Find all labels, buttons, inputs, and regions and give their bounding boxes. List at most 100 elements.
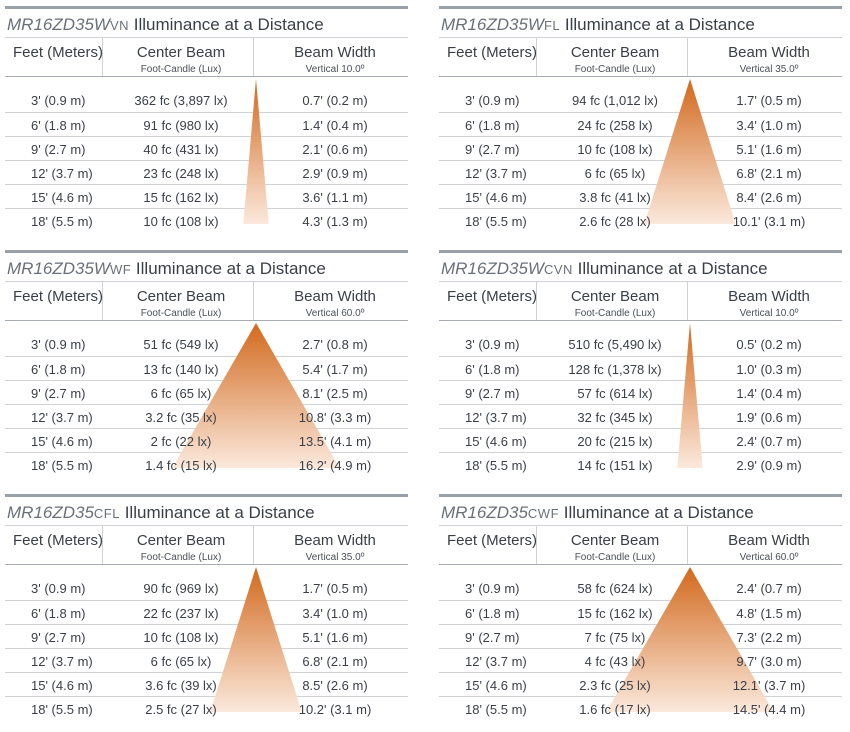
distance-cell: 9' (2.7 m) (31, 142, 86, 157)
units-label: Foot-Candle (Lux) (574, 552, 656, 563)
table-title: MR16ZD35WVN Illuminance at a Distance (7, 15, 324, 35)
photometric-table: MR16ZD35CWF Illuminance at a Distance Fee… (439, 494, 842, 732)
beam-width-cell: 10.8' (3.3 m) (298, 410, 372, 425)
beam-width-cell: 2.7' (0.8 m) (302, 337, 368, 352)
row-divider (439, 320, 842, 321)
row-divider (439, 356, 842, 357)
table-top-rule (439, 250, 842, 253)
beam-width-cell: 14.5' (4.4 m) (732, 702, 806, 717)
header-feet-meters: Feet (Meters) (447, 532, 538, 549)
model-number: MR16ZD35WVN (7, 15, 130, 34)
distance-cell: 3' (0.9 m) (31, 337, 86, 352)
beam-spread-diagram (243, 79, 269, 224)
table-top-rule (439, 494, 842, 497)
beam-width-cell: 1.0' (0.3 m) (736, 362, 802, 377)
vertical-angle-label: Vertical 10.0º (739, 308, 799, 319)
center-beam-cell: 362 fc (3,897 lx) (134, 93, 228, 108)
center-beam-cell: 6 fc (65 lx) (150, 654, 212, 669)
distance-cell: 6' (1.8 m) (465, 118, 520, 133)
beam-width-cell: 3.6' (1.1 m) (302, 190, 368, 205)
beam-width-cell: 6.8' (2.1 m) (302, 654, 368, 669)
row-divider (439, 208, 842, 209)
center-beam-cell: 15 fc (162 lx) (143, 190, 219, 205)
title-text: Illuminance at a Distance (559, 503, 754, 522)
row-divider (5, 380, 408, 381)
center-beam-cell: 4 fc (43 lx) (584, 654, 646, 669)
beam-width-cell: 0.7' (0.2 m) (302, 93, 368, 108)
beam-cone (677, 323, 703, 468)
table-title: MR16ZD35WWF Illuminance at a Distance (7, 259, 326, 279)
beam-width-cell: 2.9' (0.9 m) (302, 166, 368, 181)
column-divider (102, 37, 103, 76)
center-beam-cell: 1.6 fc (17 lx) (579, 702, 651, 717)
beam-width-cell: 2.1' (0.6 m) (302, 142, 368, 157)
row-divider (439, 281, 842, 282)
beam-width-cell: 1.4' (0.4 m) (736, 386, 802, 401)
center-beam-cell: 1.4 fc (15 lx) (145, 458, 217, 473)
units-label: Foot-Candle (Lux) (140, 308, 222, 319)
table-title: MR16ZD35WFL Illuminance at a Distance (441, 15, 755, 35)
beam-cone (606, 567, 774, 712)
row-divider (439, 624, 842, 625)
model-suffix: VN (109, 18, 130, 33)
distance-cell: 18' (5.5 m) (31, 702, 93, 717)
distance-cell: 15' (4.6 m) (465, 190, 527, 205)
row-divider (5, 525, 408, 526)
model-suffix: FL (543, 18, 561, 33)
beam-width-cell: 4.8' (1.5 m) (736, 606, 802, 621)
center-beam-cell: 23 fc (248 lx) (143, 166, 219, 181)
center-beam-cell: 10 fc (108 lx) (143, 214, 219, 229)
vertical-angle-label: Vertical 35.0º (739, 64, 799, 75)
title-text: Illuminance at a Distance (560, 15, 755, 34)
center-beam-cell: 6 fc (65 lx) (150, 386, 212, 401)
beam-width-cell: 7.3' (2.2 m) (736, 630, 802, 645)
vertical-angle-label: Vertical 35.0º (305, 552, 365, 563)
distance-cell: 18' (5.5 m) (465, 214, 527, 229)
beam-width-cell: 6.8' (2.1 m) (736, 166, 802, 181)
center-beam-cell: 2.5 fc (27 lx) (145, 702, 217, 717)
center-beam-cell: 91 fc (980 lx) (143, 118, 219, 133)
beam-spread-diagram (677, 323, 703, 468)
model-suffix: CFL (93, 506, 120, 521)
beam-spread-diagram (210, 567, 302, 712)
beam-width-cell: 8.1' (2.5 m) (302, 386, 368, 401)
center-beam-cell: 2 fc (22 lx) (150, 434, 212, 449)
distance-cell: 12' (3.7 m) (31, 166, 93, 181)
column-divider (687, 37, 688, 76)
row-divider (5, 600, 408, 601)
distance-cell: 15' (4.6 m) (31, 678, 93, 693)
beam-width-cell: 3.4' (1.0 m) (736, 118, 802, 133)
beam-width-cell: 1.7' (0.5 m) (736, 93, 802, 108)
model-suffix: CVN (543, 262, 573, 277)
center-beam-cell: 40 fc (431 lx) (143, 142, 219, 157)
center-beam-cell: 13 fc (140 lx) (143, 362, 219, 377)
units-label: Foot-Candle (Lux) (574, 64, 656, 75)
beam-width-cell: 2.4' (0.7 m) (736, 581, 802, 596)
column-divider (253, 37, 254, 76)
units-label: Foot-Candle (Lux) (140, 64, 222, 75)
beam-cone (644, 79, 736, 224)
header-center-beam: Center Beam (570, 288, 660, 305)
row-divider (439, 136, 842, 137)
beam-width-cell: 2.4' (0.7 m) (736, 434, 802, 449)
row-divider (439, 428, 842, 429)
center-beam-cell: 10 fc (108 lx) (143, 630, 219, 645)
header-feet-meters: Feet (Meters) (13, 288, 104, 305)
distance-cell: 9' (2.7 m) (465, 630, 520, 645)
beam-width-cell: 10.1' (3.1 m) (732, 214, 806, 229)
center-beam-cell: 57 fc (614 lx) (577, 386, 653, 401)
distance-cell: 6' (1.8 m) (31, 118, 86, 133)
distance-cell: 15' (4.6 m) (465, 434, 527, 449)
title-text: Illuminance at a Distance (572, 259, 768, 278)
header-beam-width: Beam Width (294, 532, 376, 549)
units-label: Foot-Candle (Lux) (574, 308, 656, 319)
beam-width-cell: 12.1' (3.7 m) (732, 678, 806, 693)
distance-cell: 3' (0.9 m) (465, 93, 520, 108)
header-feet-meters: Feet (Meters) (447, 44, 538, 61)
column-divider (536, 281, 537, 320)
column-divider (687, 281, 688, 320)
beam-width-cell: 16.2' (4.9 m) (298, 458, 372, 473)
row-divider (5, 208, 408, 209)
model-suffix: WF (109, 262, 132, 277)
vertical-angle-label: Vertical 60.0º (739, 552, 799, 563)
